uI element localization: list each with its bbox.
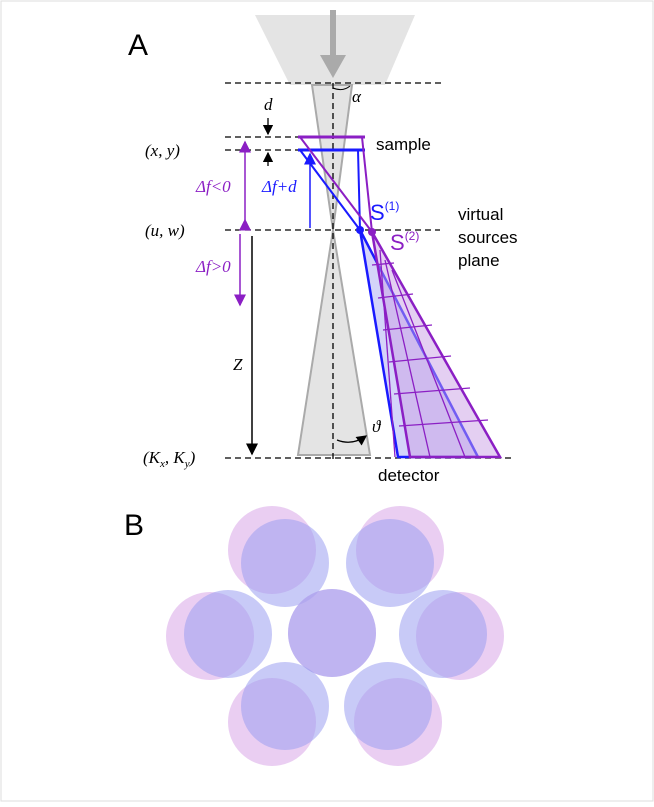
label: sources (458, 228, 518, 247)
label-part: (2) (405, 229, 420, 243)
label: ϑ (372, 417, 382, 436)
circle (344, 662, 432, 750)
label: Δf<0 (195, 177, 231, 196)
label: detector (378, 466, 440, 485)
circle (288, 589, 376, 677)
source-2 (368, 228, 376, 236)
label: α (352, 87, 362, 106)
label-part: (1) (385, 199, 400, 213)
panel-a: A α d (x, y) sample Δf<0 Δf+d S(1) (u, w… (128, 10, 518, 485)
circles (166, 506, 504, 766)
circle (241, 662, 329, 750)
ray (358, 150, 360, 230)
label: (Kx, Ky) (143, 448, 196, 470)
label-part: (K (143, 448, 162, 467)
label-part: S (390, 230, 405, 255)
panel-label: B (124, 509, 144, 542)
label: S(1) (370, 199, 399, 225)
circle (184, 590, 272, 678)
source-1 (356, 226, 364, 234)
label: Δf+d (261, 177, 297, 196)
label: d (264, 95, 273, 114)
label: Δf>0 (195, 257, 231, 276)
label: virtual (458, 205, 503, 224)
figure: A α d (x, y) sample Δf<0 Δf+d S(1) (u, w… (0, 0, 654, 802)
panel-b: B (124, 506, 504, 766)
hourglass (298, 85, 370, 455)
label: plane (458, 251, 500, 270)
label: S(2) (390, 229, 419, 255)
label-part: , K (165, 448, 187, 467)
label-part: S (370, 200, 385, 225)
label: (u, w) (145, 221, 185, 240)
circle (346, 519, 434, 607)
label: Z (233, 355, 243, 374)
panel-label: A (128, 29, 148, 62)
label-part: ) (189, 448, 196, 467)
circle (399, 590, 487, 678)
label: (x, y) (145, 141, 180, 160)
label: sample (376, 135, 431, 154)
